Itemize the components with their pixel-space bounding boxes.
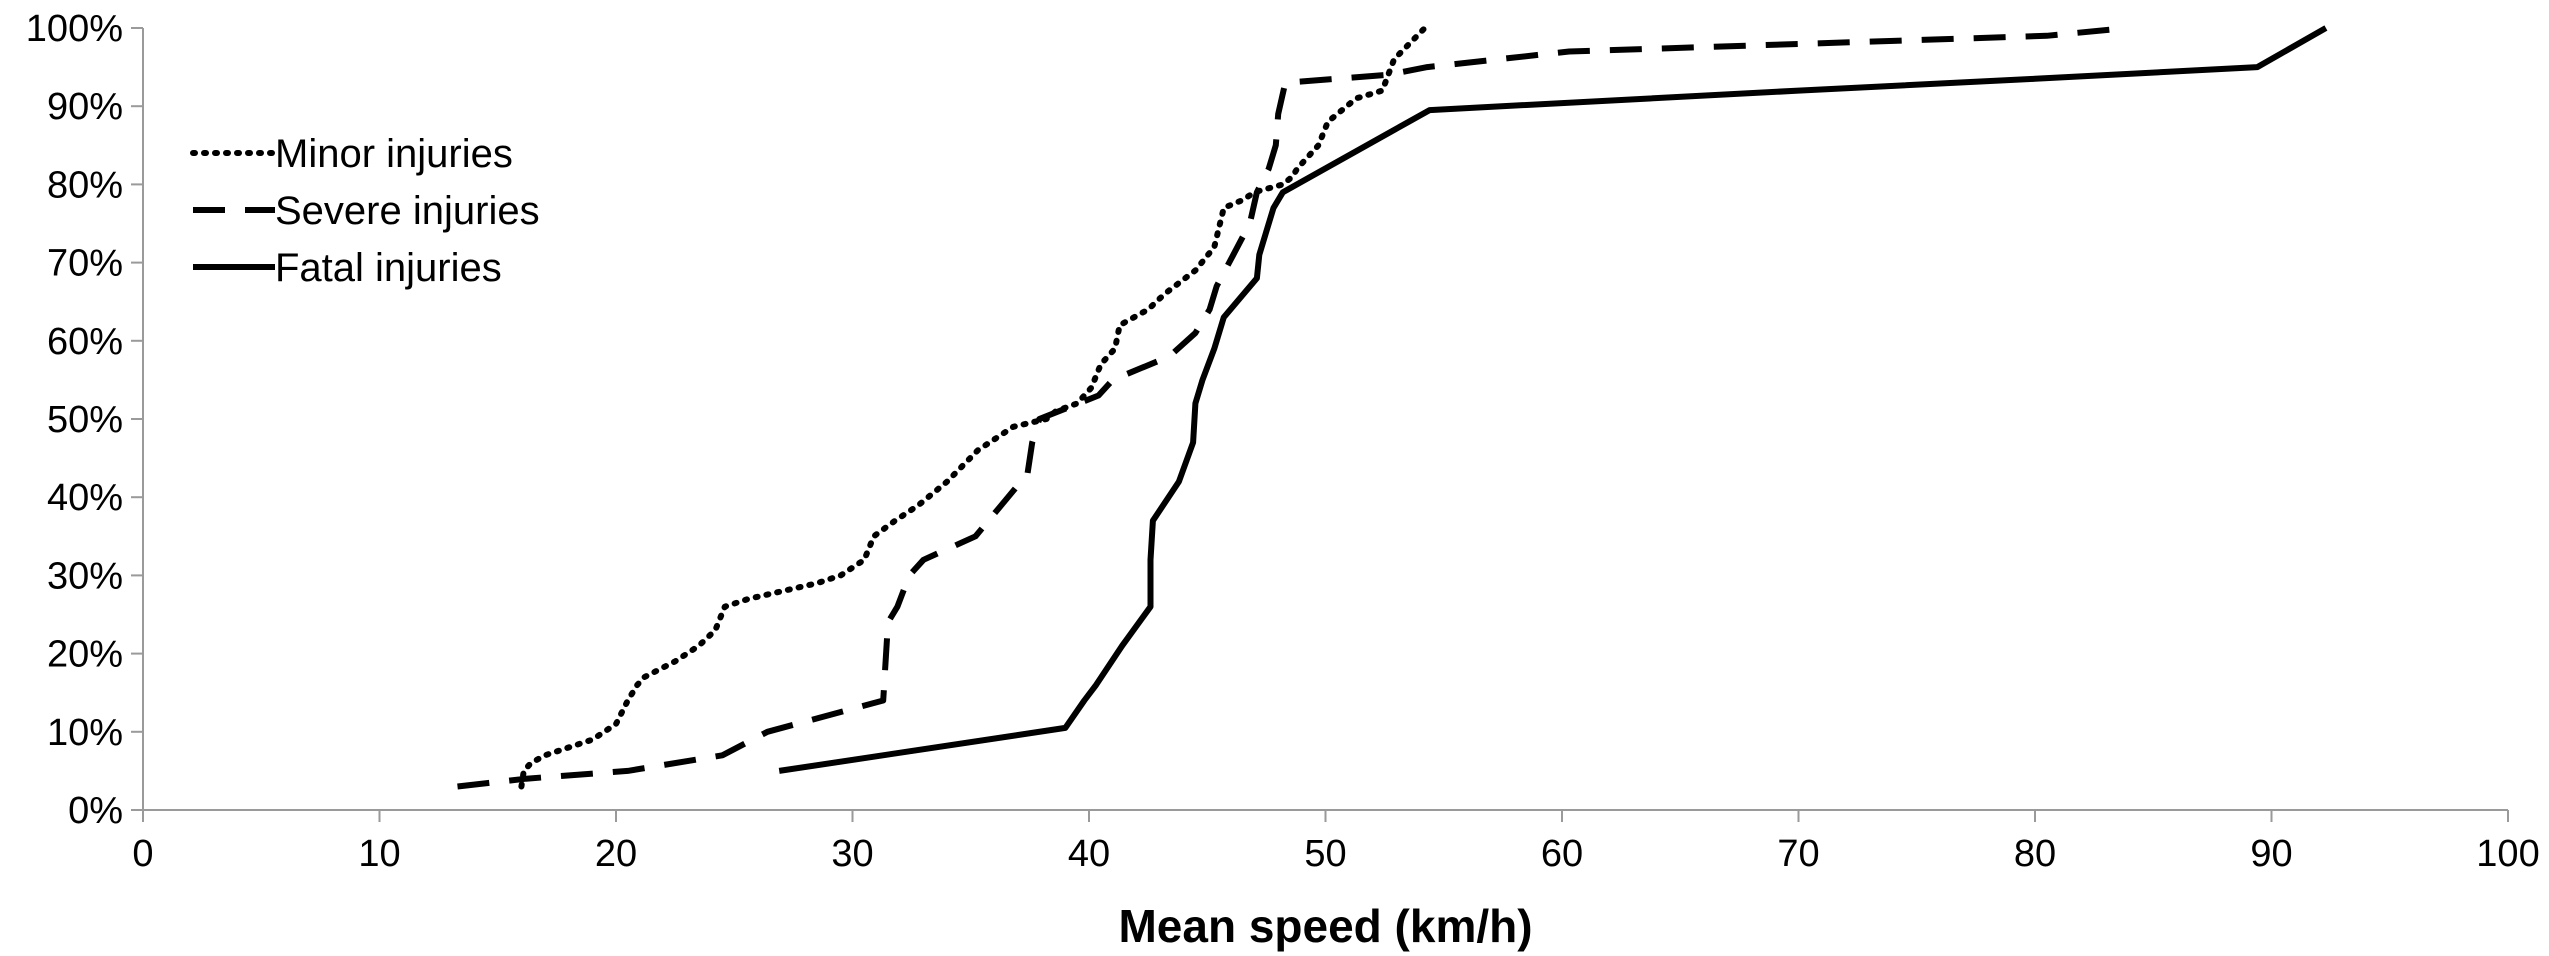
x-tick-label: 40 [1068,833,1110,875]
series-lines [457,25,2328,790]
x-tick-label: 90 [2250,833,2292,875]
x-axis-title: Mean speed (km/h) [1118,900,1532,952]
ticks: 0% 10% 20% 30% 40% 50% 60% 70% 80% 90% 100% 0 10 20 30… [26,8,2540,875]
legend-label: Severe injuries [275,189,540,233]
y-tick-label: 20% [47,634,123,676]
legend-label: Minor injuries [275,132,513,176]
y-tick-label: 40% [47,477,123,519]
y-tick-label: 60% [47,321,123,363]
y-tick-label: 50% [47,399,123,441]
series-line-minor-injuries [518,25,1428,790]
y-tick-label: 80% [47,164,123,206]
y-tick-label: 100% [26,8,123,50]
series-line-severe-injuries [457,25,2128,790]
y-tick-label: 10% [47,712,123,754]
y-tick-label: 30% [47,555,123,597]
x-tick-label: 0 [132,833,153,875]
y-tick-label: 70% [47,243,123,285]
x-tick-label: 20 [595,833,637,875]
y-tick-label: 90% [47,86,123,128]
x-tick-label: 10 [358,833,400,875]
x-tick-label: 100 [2476,833,2539,875]
y-tick-label: 0% [68,790,123,832]
series-line-fatal-injuries [778,25,2328,774]
legend: Minor injuries Severe injuries Fatal injur… [190,132,540,290]
x-tick-label: 70 [1777,833,1819,875]
x-tick-label: 30 [831,833,873,875]
x-tick-label: 60 [1541,833,1583,875]
x-tick-label: 50 [1304,833,1346,875]
legend-label: Fatal injuries [275,246,502,290]
x-tick-label: 80 [2014,833,2056,875]
